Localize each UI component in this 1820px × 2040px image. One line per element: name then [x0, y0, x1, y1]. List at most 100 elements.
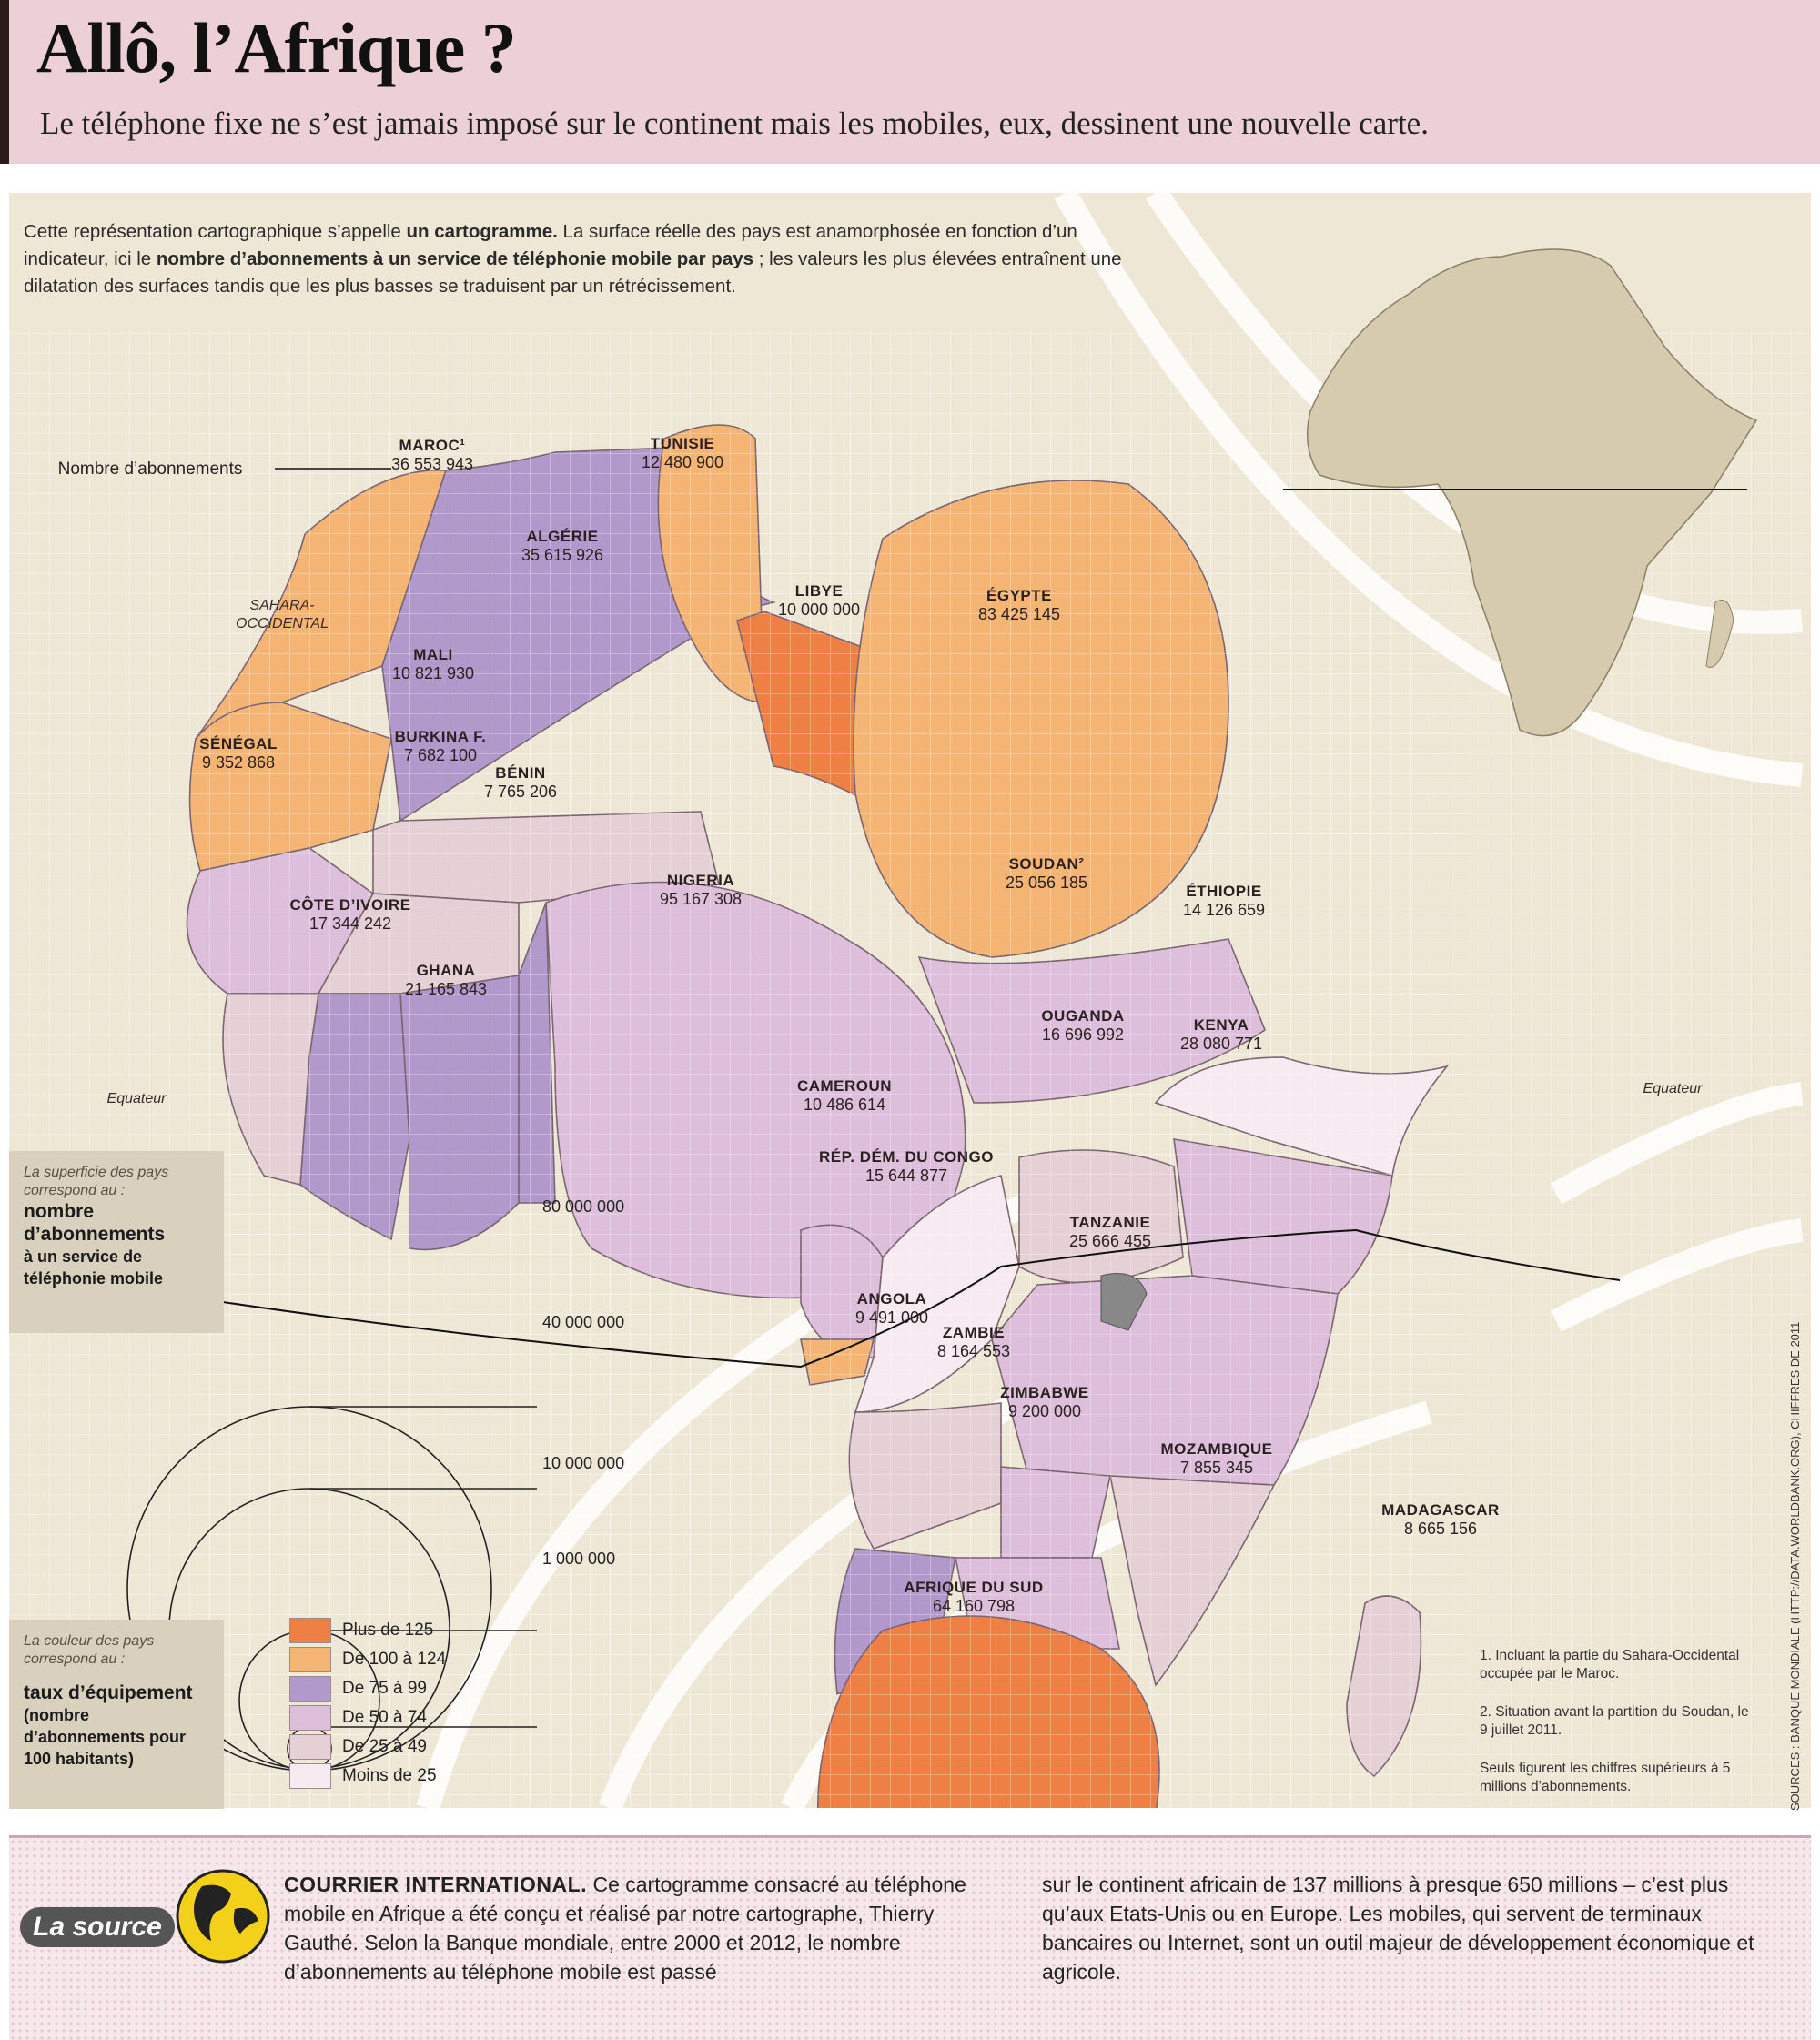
country-value-label: 28 080 771: [1179, 1035, 1263, 1053]
legend-label: De 25 à 49: [342, 1737, 427, 1756]
page-subtitle: Le téléphone fixe ne s’est jamais imposé…: [40, 106, 1429, 141]
country-ghana: [399, 975, 520, 1251]
circle-label-10m: 10 000 000: [542, 1454, 625, 1472]
country-name-label: AFRIQUE DU SUD: [904, 1579, 1044, 1596]
legend-label: De 50 à 74: [342, 1708, 427, 1727]
legend-label: De 100 à 124: [342, 1650, 447, 1669]
map-panel: [9, 193, 1811, 1808]
country-value-label: 7 765 206: [483, 783, 558, 801]
country-value-label: 12 480 900: [641, 453, 724, 471]
country-name-label: MADAGASCAR: [1381, 1501, 1500, 1519]
legend-swatch: [289, 1763, 331, 1789]
country-value-label: 95 167 308: [659, 890, 743, 908]
equator-label-right: Equateur: [1643, 1081, 1703, 1096]
country-value-label: 9 491 000: [854, 1308, 929, 1327]
country-name-label: TANZANIE: [1069, 1214, 1151, 1231]
country-value-label: 8 665 156: [1403, 1520, 1478, 1538]
country-name-label: BURKINA F.: [394, 728, 487, 745]
size-legend-intro: La superficie des pays correspond au :: [24, 1165, 169, 1198]
footer-rule: [9, 1835, 1811, 1838]
country-name-label: KENYA: [1193, 1016, 1249, 1034]
page-title: Allô, l’Afrique ?: [36, 8, 517, 87]
equator-label-left: Equateur: [106, 1091, 167, 1106]
country-name-label: BÉNIN: [495, 764, 546, 782]
cartogram-map: [9, 193, 1811, 1808]
country-name-label: CAMEROUN: [796, 1077, 893, 1095]
color-legend-intro: La couleur des pays correspond au :: [24, 1633, 155, 1667]
country-name-label: NIGERIA: [666, 872, 735, 889]
circle-label-1m: 1 000 000: [542, 1550, 616, 1568]
legend-row: De 75 à 99: [289, 1676, 427, 1702]
legend-label: De 75 à 99: [342, 1679, 427, 1698]
color-legend-sub: (nombre d’abonnements pour 100 habitants…: [24, 1706, 187, 1768]
country-value-label: 35 615 926: [521, 546, 604, 564]
size-legend-head: nombre d’abonnements: [24, 1201, 166, 1245]
legend-swatch: [289, 1734, 331, 1760]
note-3: Seuls figurent les chiffres supérieurs à…: [1480, 1761, 1731, 1794]
country-name-label: GHANA: [416, 962, 476, 979]
country-value-label: 9 352 868: [201, 753, 276, 772]
circle-label-40m: 40 000 000: [542, 1313, 625, 1331]
country-value-label: 14 126 659: [1182, 901, 1266, 919]
country-name-label: RÉP. DÉM. DU CONGO: [819, 1148, 994, 1166]
country-name-label: TUNISIE: [650, 435, 715, 452]
note-2: 2. Situation avant la partition du Souda…: [1480, 1704, 1749, 1738]
country-name-label: ÉTHIOPIE: [1186, 883, 1262, 900]
legend-row: Moins de 25: [289, 1763, 437, 1789]
country-value-label: 9 200 000: [1007, 1402, 1082, 1420]
country-value-label: 21 165 843: [404, 980, 488, 998]
legend-row: De 50 à 74: [289, 1705, 427, 1731]
globe-icon: [176, 1869, 270, 1964]
country-name-label: ALGÉRIE: [526, 528, 599, 545]
country-value-label: 8 164 553: [936, 1342, 1011, 1360]
intro-text: Cette représentation cartographique s’ap…: [24, 221, 1122, 297]
legend-row: De 100 à 124: [289, 1647, 446, 1672]
country-value-label: 10 486 614: [803, 1096, 886, 1114]
country-name-label: ANGOLA: [856, 1290, 927, 1308]
legend-row: Plus de 125: [289, 1618, 433, 1643]
color-legend-box: La couleur des pays correspond au : taux…: [9, 1620, 224, 1809]
country-value-label: 83 425 145: [977, 605, 1061, 623]
country-value-label: 7 855 345: [1179, 1459, 1254, 1477]
country-value-label: 15 644 877: [864, 1166, 948, 1185]
country-name-label: LIBYE: [794, 582, 844, 600]
country-name-label: SOUDAN²: [1008, 855, 1085, 873]
country-name-label: MOZAMBIQUE: [1160, 1440, 1273, 1458]
country-value-label: 25 056 185: [1005, 874, 1088, 892]
country-name-label: MALI: [413, 646, 453, 663]
locator-map: [1283, 248, 1758, 737]
country-value-label: 16 696 992: [1041, 1025, 1125, 1044]
header-band: [0, 0, 1820, 164]
footer-band: [9, 1838, 1811, 2040]
legend-swatch: [289, 1647, 331, 1672]
legend-swatch: [289, 1676, 331, 1702]
legend-row: De 25 à 49: [289, 1734, 427, 1760]
size-legend-sub: à un service de téléphonie mobile: [24, 1247, 164, 1288]
country-name-label: OUGANDA: [1041, 1007, 1125, 1025]
color-legend-head: taux d’équipement: [24, 1682, 193, 1703]
country-name-label: ZIMBABWE: [1000, 1384, 1089, 1401]
size-legend-box: La superficie des pays correspond au : n…: [9, 1151, 224, 1333]
legend-label: Plus de 125: [342, 1621, 434, 1640]
legend-label: Moins de 25: [342, 1766, 437, 1785]
country-name-label: CÔTE D’IVOIRE: [289, 896, 411, 914]
country-value-label: 64 160 798: [932, 1597, 1016, 1615]
country-value-label: 7 682 100: [403, 746, 478, 764]
country-value-label: 36 553 943: [390, 455, 474, 473]
country-name-label: ZAMBIE: [942, 1324, 1006, 1341]
legend-swatch: [289, 1705, 331, 1731]
sahara-label: SAHARA-OCCIDENTAL: [236, 598, 329, 631]
equator-line: [167, 1228, 1621, 1368]
note-1: 1. Incluant la partie du Sahara-Occident…: [1480, 1648, 1740, 1681]
country-value-label: 17 344 242: [308, 914, 392, 933]
header-accent-bar: [0, 0, 9, 164]
callout-label: Nombre d’abonnements: [57, 460, 243, 479]
legend-swatch: [289, 1618, 331, 1643]
circle-label-80m: 80 000 000: [542, 1197, 625, 1216]
sources-credit: SOURCES : BANQUE MONDIALE (HTTP://DATA.W…: [1788, 1321, 1802, 1811]
footer-column-2: sur le continent africain de 137 million…: [1042, 1873, 1754, 1984]
country-value-label: 10 821 930: [391, 664, 475, 682]
country-zambie: [1000, 1466, 1111, 1559]
lake-victoria: [1100, 1273, 1148, 1331]
country-value-label: 10 000 000: [777, 601, 861, 619]
